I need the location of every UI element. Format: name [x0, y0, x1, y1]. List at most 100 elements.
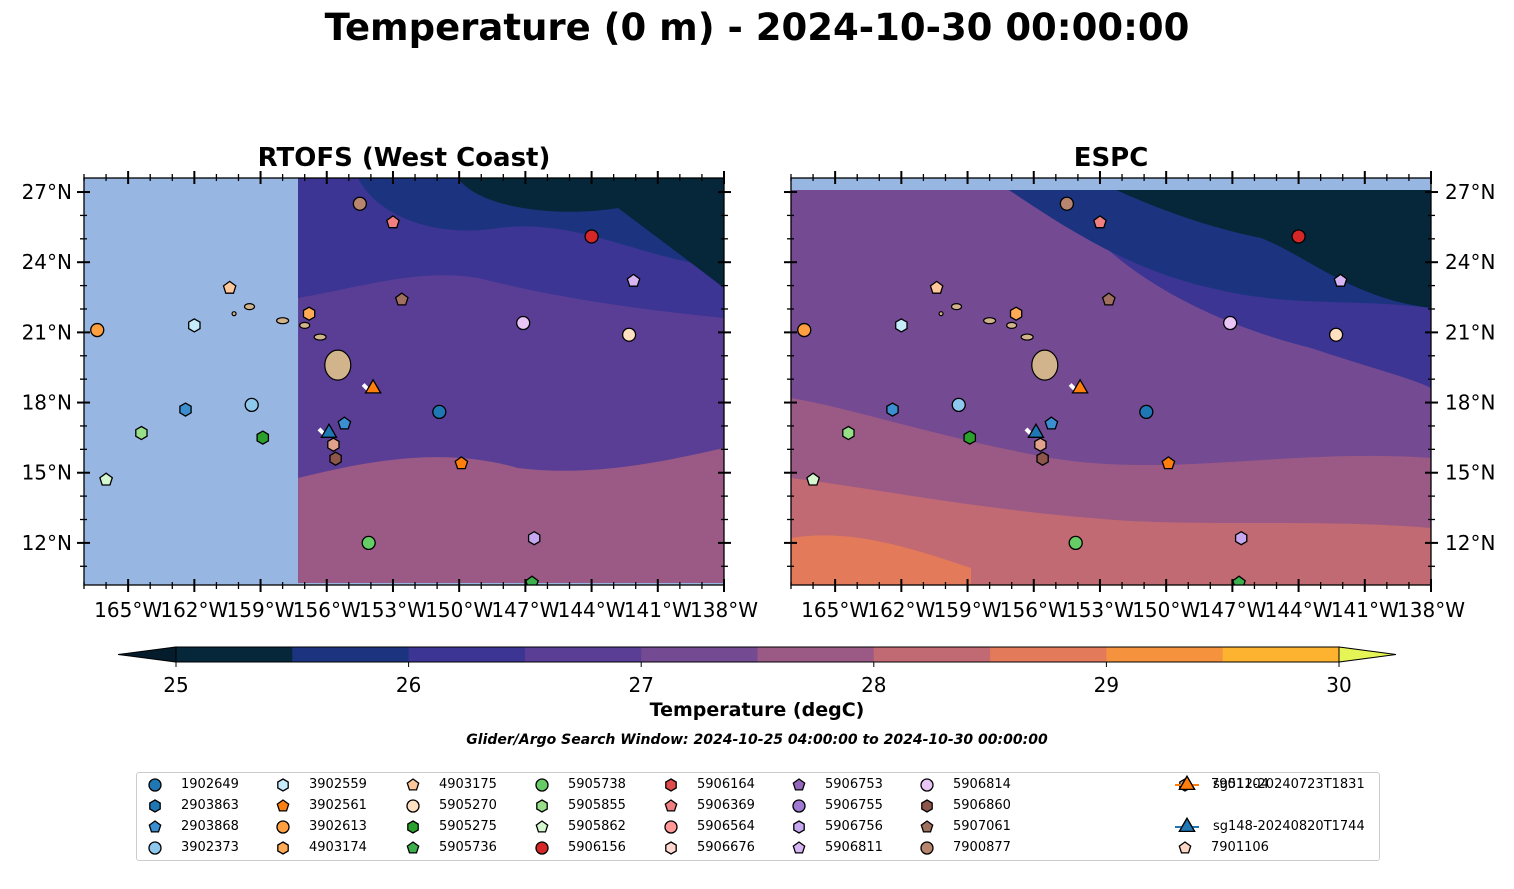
- colorbar-segment: [292, 647, 410, 662]
- legend-label: 7901104: [1211, 777, 1269, 792]
- colorbar-tick-label: 26: [396, 673, 421, 697]
- float-5905275: [963, 430, 977, 445]
- lon-tick-label: 159°W: [227, 598, 295, 622]
- float-5906814: [1223, 315, 1238, 331]
- legend-label: 3902373: [181, 840, 239, 855]
- colorbar-segment: [524, 647, 642, 662]
- legend-marker-1902649: [148, 778, 162, 792]
- legend-marker-5906164: [665, 778, 677, 792]
- colorbar-segment: [641, 647, 758, 662]
- lon-tick-label: 162°W: [867, 598, 935, 622]
- float-5906369: [386, 215, 400, 229]
- colorbar-tick-label: 27: [628, 673, 653, 697]
- temp-band-warmer: [791, 478, 1431, 585]
- float-5906814: [516, 315, 531, 331]
- legend-label: 5905738: [568, 777, 626, 792]
- lon-tick-label: 138°W: [690, 598, 758, 622]
- lon-tick-label: 156°W: [1000, 598, 1068, 622]
- map-frame: [790, 177, 1432, 586]
- lon-tick-label: 156°W: [293, 598, 361, 622]
- panel-title-espc: ESPC: [1073, 143, 1149, 173]
- island-2: [1006, 321, 1018, 329]
- lon-tick-label: 138°W: [1397, 598, 1465, 622]
- colorbar-segment: [408, 647, 526, 662]
- float-5906860: [1036, 451, 1049, 466]
- lon-tick-label: 144°W: [558, 598, 626, 622]
- lat-tick-label: 21°N: [22, 320, 72, 344]
- float-4903174: [1009, 306, 1023, 321]
- legend-marker-sg148-20240820T1744: [1178, 817, 1196, 833]
- legend-marker-5906753: [792, 778, 806, 791]
- lon-tick-label: 165°W: [94, 598, 162, 622]
- legend-marker-5905736: [406, 841, 420, 854]
- legend-label: 5905855: [568, 798, 626, 813]
- island-5: [938, 311, 944, 317]
- lat-tick-label: 12°N: [22, 531, 72, 555]
- no-data-strip: [298, 583, 724, 585]
- float-5906756: [527, 530, 541, 546]
- float-7901104: [327, 437, 340, 452]
- legend-label: 2903868: [181, 819, 239, 834]
- legend-label: 5906860: [953, 798, 1011, 813]
- float-7900877: [1059, 196, 1075, 211]
- legend-marker-sg512-20240723T1831: [1178, 775, 1196, 791]
- lat-tick-label: 27°N: [1445, 180, 1495, 204]
- float-5906811: [1333, 273, 1348, 287]
- legend-label: 7900877: [953, 840, 1011, 855]
- lon-tick-label: 147°W: [491, 598, 559, 622]
- float-sg512-20240723T1831: [364, 378, 382, 394]
- colorbar-label: Temperature (degC): [649, 699, 865, 721]
- legend-label: 5905736: [439, 840, 497, 855]
- legend-label: 5906369: [697, 798, 755, 813]
- search-window-note: Glider/Argo Search Window: 2024-10-25 04…: [466, 732, 1048, 748]
- legend-label: 3902559: [309, 777, 367, 792]
- legend-marker-3902613: [276, 820, 290, 834]
- float-3902561: [454, 456, 469, 470]
- legend-label: sg512-20240723T1831: [1213, 777, 1365, 792]
- float-4903175: [222, 280, 237, 294]
- legend-label: 5906753: [825, 777, 883, 792]
- legend-label: sg148-20240820T1744: [1213, 819, 1365, 834]
- colorbar-segment: [176, 647, 293, 662]
- float-5905275: [256, 430, 270, 445]
- legend-marker-3902373: [148, 841, 162, 855]
- legend-marker-7900877: [920, 841, 934, 855]
- float-5905855: [842, 425, 855, 441]
- float-5905862: [806, 472, 821, 486]
- float-5905855: [135, 425, 148, 441]
- float-3902559: [895, 318, 908, 333]
- island-1: [1020, 333, 1034, 341]
- map-panel-espc: 165°W162°W159°W156°W153°W150°W147°W144°W…: [784, 171, 1495, 622]
- legend-label: 5906564: [697, 819, 755, 834]
- float-2903868: [1044, 416, 1059, 430]
- lon-tick-label: 144°W: [1265, 598, 1333, 622]
- legend-marker-5905275: [407, 820, 419, 834]
- legend-marker-5906564: [664, 820, 678, 834]
- legend-label: 5906811: [825, 840, 883, 855]
- float-5905270: [621, 327, 637, 342]
- colorbar-segment: [1222, 647, 1340, 662]
- float-3902373: [244, 397, 259, 413]
- legend-marker-4903174: [277, 841, 289, 855]
- legend-marker-5905270: [406, 799, 420, 813]
- legend-marker-5905738: [535, 778, 549, 792]
- float-5905738: [361, 535, 376, 551]
- float-5907061: [1101, 292, 1116, 306]
- legend-label: 5907061: [953, 819, 1011, 834]
- legend-marker-4903175: [406, 778, 420, 791]
- figure-title: Temperature (0 m) - 2024-10-30 00:00:00: [324, 6, 1190, 49]
- lat-tick-label: 12°N: [1445, 531, 1495, 555]
- float-3902559: [188, 318, 201, 333]
- island-3: [276, 317, 290, 325]
- temp-band-coldest: [1091, 178, 1431, 308]
- float-4903174: [302, 306, 316, 321]
- legend-label: 7901106: [1211, 840, 1269, 855]
- float-5905736: [1232, 575, 1246, 585]
- lat-tick-label: 18°N: [22, 391, 72, 415]
- legend-marker-5905862: [535, 820, 549, 833]
- colorbar-over-arrow: [1338, 646, 1397, 663]
- island-4: [950, 303, 963, 311]
- lon-tick-label: 150°W: [425, 598, 493, 622]
- colorbar-frame: [175, 646, 1340, 663]
